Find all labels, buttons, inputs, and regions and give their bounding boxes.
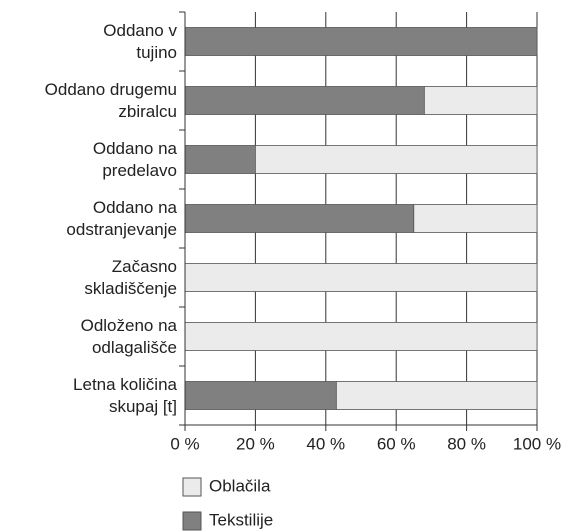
x-tick-label: 0 % xyxy=(170,434,199,453)
bar xyxy=(184,86,425,115)
legend-swatch xyxy=(182,511,202,531)
y-tick-label: Oddano na predelavo xyxy=(92,138,177,180)
y-tick-label: Začasno skladiščenje xyxy=(84,256,177,298)
y-tick-label: Oddano na odstranjevanje xyxy=(66,197,177,239)
x-tick-label: 40 % xyxy=(306,434,345,453)
bar xyxy=(184,27,538,56)
legend-label: Oblačila xyxy=(209,476,271,495)
bar xyxy=(184,322,538,351)
legend-label: Tekstilije xyxy=(209,510,273,529)
y-tick-label: Letna količina skupaj [t] xyxy=(73,374,177,416)
bar xyxy=(423,86,538,115)
y-tick-label: Odloženo na odlagališče xyxy=(80,315,177,357)
legend-swatch xyxy=(182,477,202,497)
x-tick-label: 80 % xyxy=(447,434,486,453)
bar xyxy=(184,263,538,292)
bar xyxy=(184,381,337,410)
bar xyxy=(254,145,538,174)
bar xyxy=(335,381,538,410)
bar xyxy=(184,204,415,233)
bar xyxy=(413,204,538,233)
x-tick-label: 60 % xyxy=(377,434,416,453)
y-tick-label: Oddano v tujino xyxy=(103,20,177,62)
y-tick-label: Oddano drugemu zbiralcu xyxy=(44,79,177,121)
x-tick-label: 100 % xyxy=(513,434,561,453)
x-tick-label: 20 % xyxy=(236,434,275,453)
bar xyxy=(184,145,256,174)
